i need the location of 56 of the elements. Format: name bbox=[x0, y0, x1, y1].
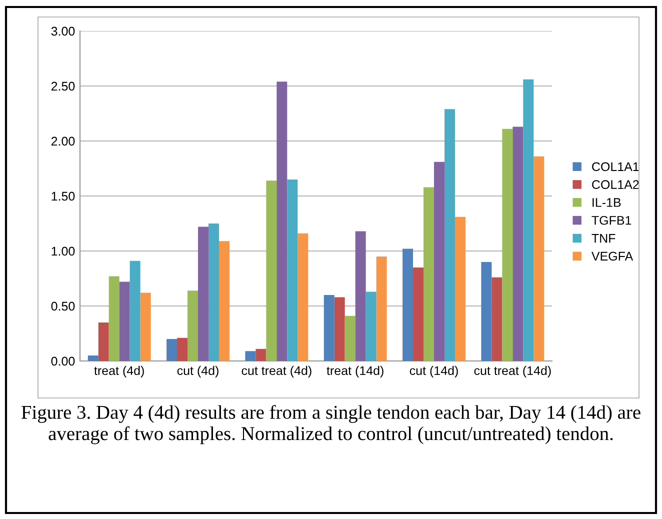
bar bbox=[266, 180, 277, 361]
bar bbox=[245, 351, 256, 361]
bar bbox=[198, 226, 208, 361]
bar bbox=[534, 156, 544, 361]
bar bbox=[98, 322, 109, 361]
y-tick-label: 2.50 bbox=[51, 82, 75, 91]
legend-label: VEGFA bbox=[591, 252, 634, 261]
x-tick-label: cut treat (4d) bbox=[242, 366, 312, 378]
bar bbox=[218, 241, 230, 361]
bar bbox=[324, 295, 334, 361]
bar bbox=[454, 216, 466, 361]
bar bbox=[523, 79, 534, 361]
bar bbox=[434, 162, 444, 361]
bar bbox=[355, 231, 366, 361]
bar bbox=[287, 180, 298, 361]
legend-label: TGFB1 bbox=[592, 216, 632, 225]
bar bbox=[376, 256, 387, 361]
x-tick-label: cut treat (14d) bbox=[474, 366, 551, 378]
x-tick-label: treat (4d) bbox=[94, 366, 144, 378]
bar bbox=[444, 109, 455, 361]
bar bbox=[298, 233, 308, 361]
y-tick-label: 2.00 bbox=[51, 136, 75, 146]
bar bbox=[344, 316, 356, 361]
bar bbox=[108, 276, 120, 361]
bar bbox=[130, 260, 140, 361]
bar bbox=[119, 282, 130, 361]
y-tick-label: 1.50 bbox=[52, 192, 75, 201]
bar bbox=[402, 248, 414, 361]
caption: Figure 3. Day 4 (4d) results are from a single tendon each bar, Day 14 (14d) are average of two samples. Normalized to control (uncut/untreated) tendon. bbox=[21, 405, 640, 444]
bar bbox=[256, 348, 266, 361]
legend-label: COL1A1 bbox=[592, 162, 639, 172]
bar bbox=[334, 297, 345, 361]
x-tick-label: cut (14d) bbox=[410, 366, 458, 378]
x-tick-label: cut (4d) bbox=[177, 366, 218, 378]
x-tick-label: treat (14d) bbox=[326, 366, 384, 378]
bar bbox=[502, 128, 513, 361]
legend-label: IL-1B bbox=[592, 198, 621, 207]
bar bbox=[413, 268, 424, 361]
bar bbox=[481, 262, 492, 361]
legend-label: COL1A2 bbox=[592, 180, 639, 189]
y-tick-label: 0.50 bbox=[51, 302, 75, 311]
bar bbox=[512, 126, 524, 361]
bar bbox=[177, 338, 188, 361]
bar bbox=[166, 339, 178, 361]
bar bbox=[276, 82, 288, 361]
bar bbox=[366, 292, 376, 361]
bar bbox=[424, 187, 434, 361]
bar bbox=[188, 290, 198, 361]
legend-label: TNF bbox=[592, 234, 616, 243]
bar bbox=[88, 356, 98, 361]
bar bbox=[208, 224, 219, 361]
y-tick-label: 1.00 bbox=[52, 246, 75, 256]
y-tick-label: 0.00 bbox=[51, 356, 75, 366]
bar bbox=[492, 277, 502, 361]
y-tick-label: 3.00 bbox=[51, 26, 75, 36]
bar bbox=[140, 292, 151, 361]
